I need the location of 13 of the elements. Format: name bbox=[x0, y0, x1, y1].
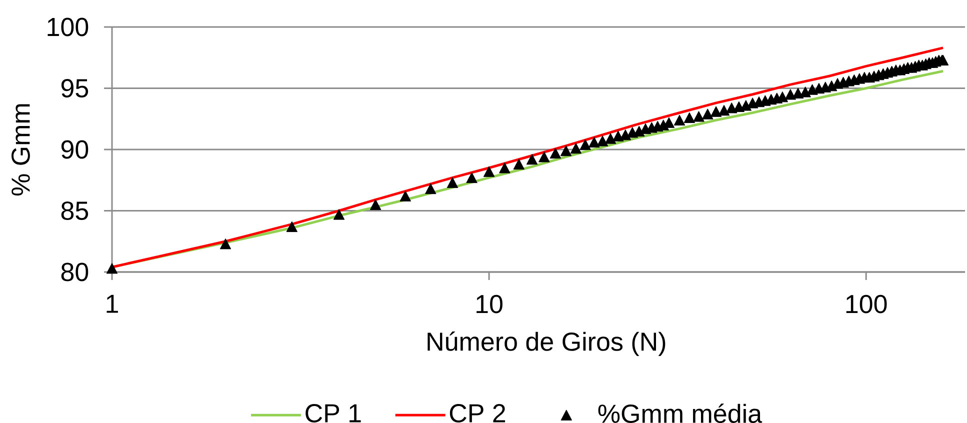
legend-label: CP 1 bbox=[306, 404, 361, 422]
x-tick-label: 100 bbox=[846, 294, 887, 314]
y-tick-label: 80 bbox=[61, 262, 88, 282]
x-axis-title: Número de Giros (N) bbox=[428, 332, 666, 356]
y-tick-label: 85 bbox=[61, 202, 88, 220]
y-axis-title: % Gmm bbox=[12, 104, 30, 196]
x-tick-label: 10 bbox=[476, 294, 502, 314]
y-tick-label: 100 bbox=[48, 18, 88, 36]
legend-label: %Gmm média bbox=[598, 404, 762, 423]
y-tick-label: 90 bbox=[61, 140, 88, 159]
y-tick-label: 95 bbox=[61, 79, 88, 98]
x-tick-label: 1 bbox=[106, 294, 118, 313]
legend-label: CP 2 bbox=[450, 404, 506, 422]
